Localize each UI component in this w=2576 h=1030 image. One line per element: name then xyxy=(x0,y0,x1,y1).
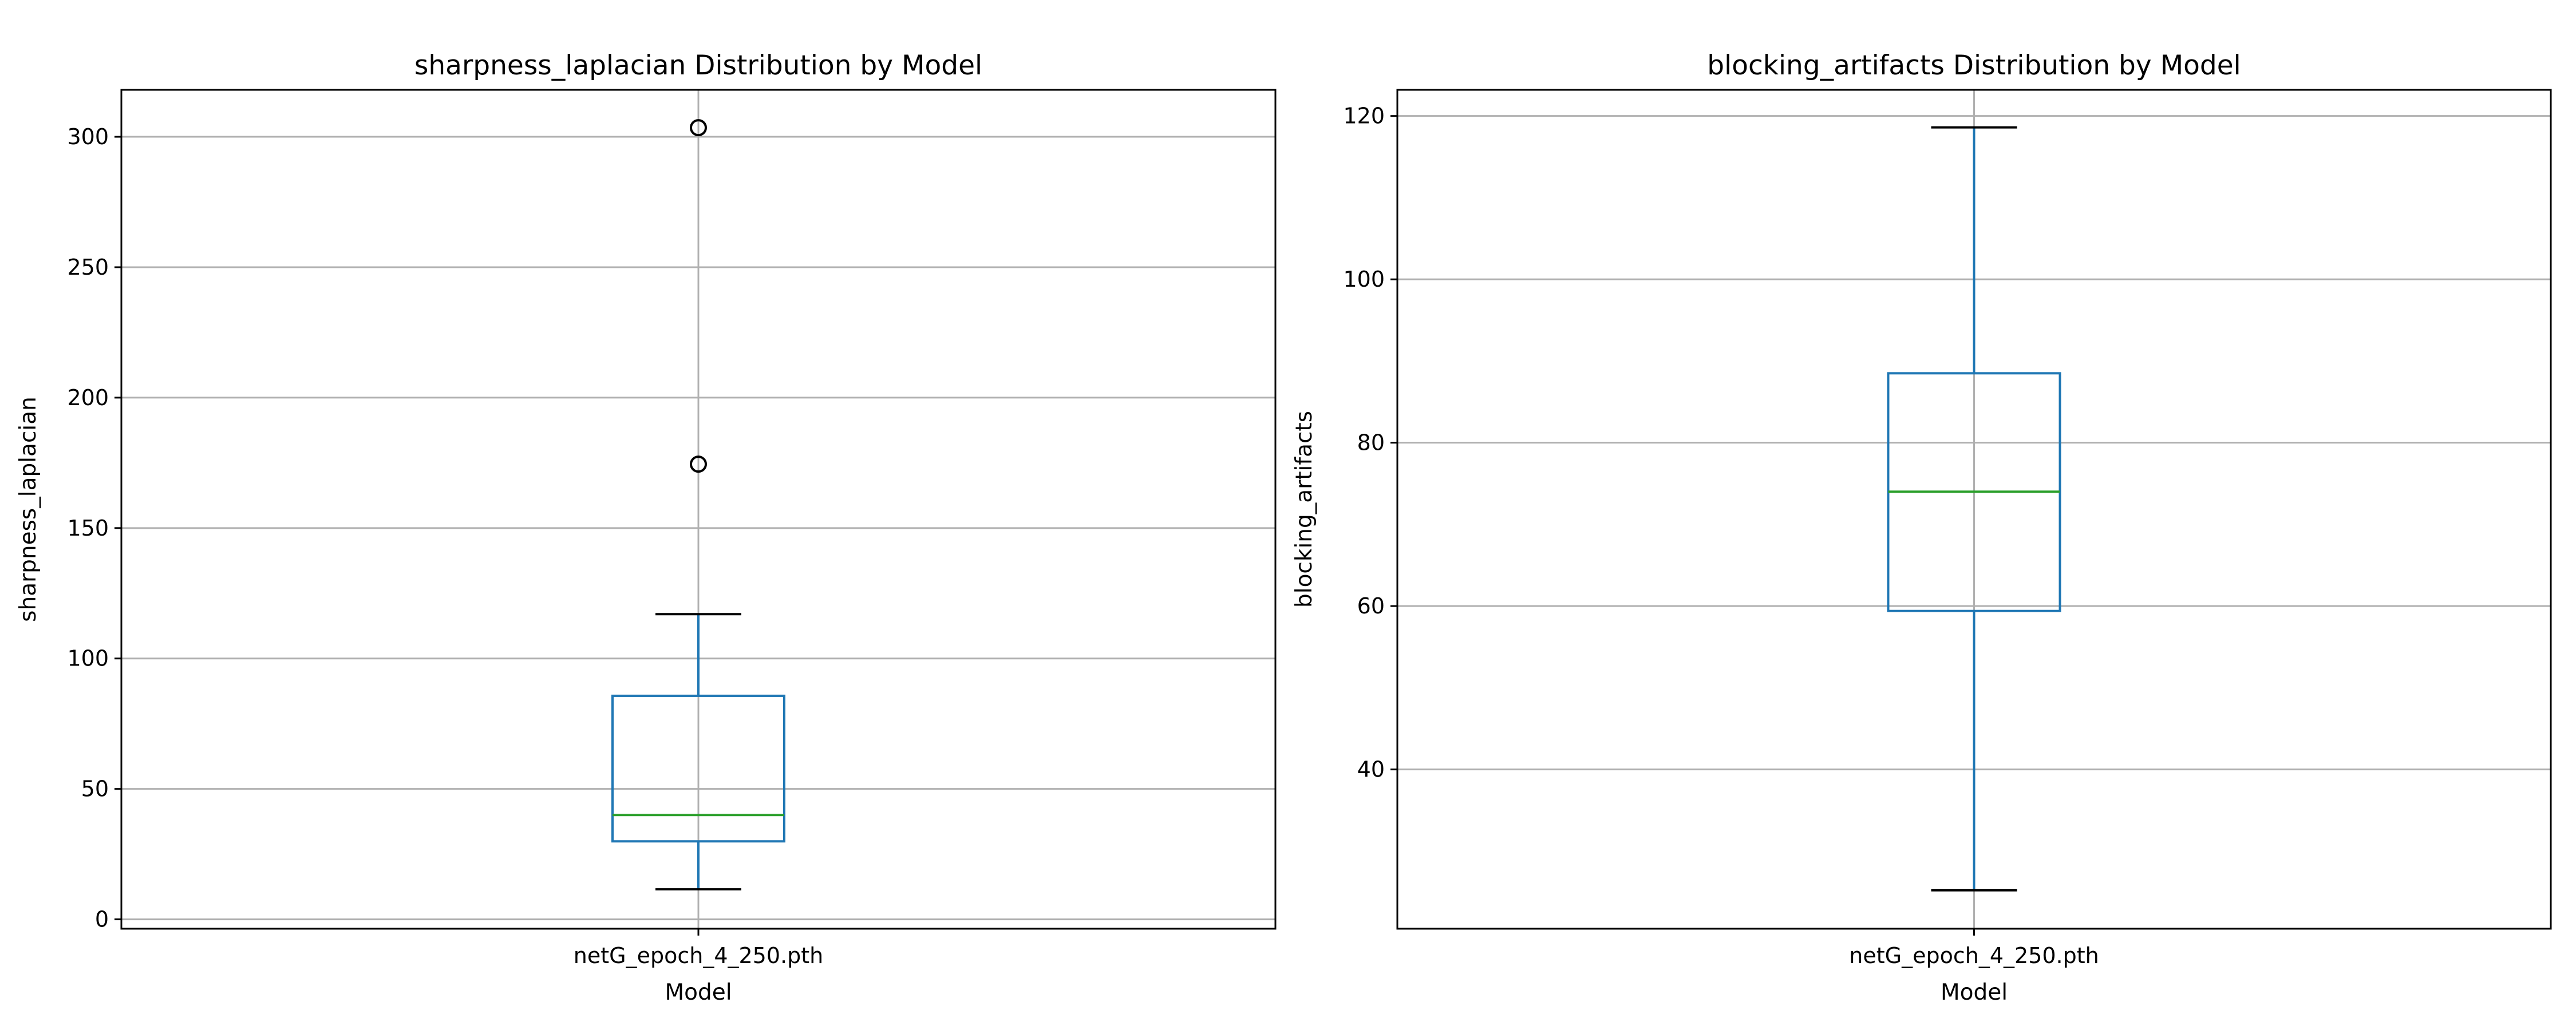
y-tick-label: 100 xyxy=(67,646,109,671)
x-tick-label: netG_epoch_4_250.pth xyxy=(574,943,823,968)
y-tick-label: 0 xyxy=(95,907,109,932)
x-axis-label: Model xyxy=(665,980,732,1005)
y-tick-label: 100 xyxy=(1343,267,1385,292)
y-tick-label: 60 xyxy=(1357,593,1385,619)
sharpness-boxplot-panel: 0 50 100 150 200 250 300 netG_epoch_4_250.pth s… xyxy=(15,50,1277,1005)
outlier-point xyxy=(690,455,707,473)
y-tick-label: 80 xyxy=(1357,430,1385,455)
y-tick-label: 300 xyxy=(67,124,109,149)
y-tick-label: 50 xyxy=(81,777,109,802)
outlier-point xyxy=(690,119,707,137)
y-axis-label: sharpness_laplacian xyxy=(15,397,41,622)
y-axis-label: blocking_artifacts xyxy=(1291,411,1317,608)
x-tick-label: netG_epoch_4_250.pth xyxy=(1849,943,2099,968)
plot-frame xyxy=(120,89,1277,930)
y-tick-label: 150 xyxy=(67,516,109,541)
y-tick-label: 250 xyxy=(67,255,109,280)
chart-title: sharpness_laplacian Distribution by Mode… xyxy=(414,50,982,81)
chart-title: blocking_artifacts Distribution by Model xyxy=(1707,50,2241,81)
blocking-boxplot-panel: 40 60 80 100 120 netG_epoch_4_250.pth blockin… xyxy=(1291,50,2552,1005)
y-tick-label: 200 xyxy=(67,385,109,410)
x-axis-label: Model xyxy=(1941,980,2008,1005)
iqr-box xyxy=(611,694,785,843)
y-tick-label: 120 xyxy=(1343,104,1385,129)
plot-frame xyxy=(1396,89,2552,930)
y-tick-label: 40 xyxy=(1357,757,1385,782)
